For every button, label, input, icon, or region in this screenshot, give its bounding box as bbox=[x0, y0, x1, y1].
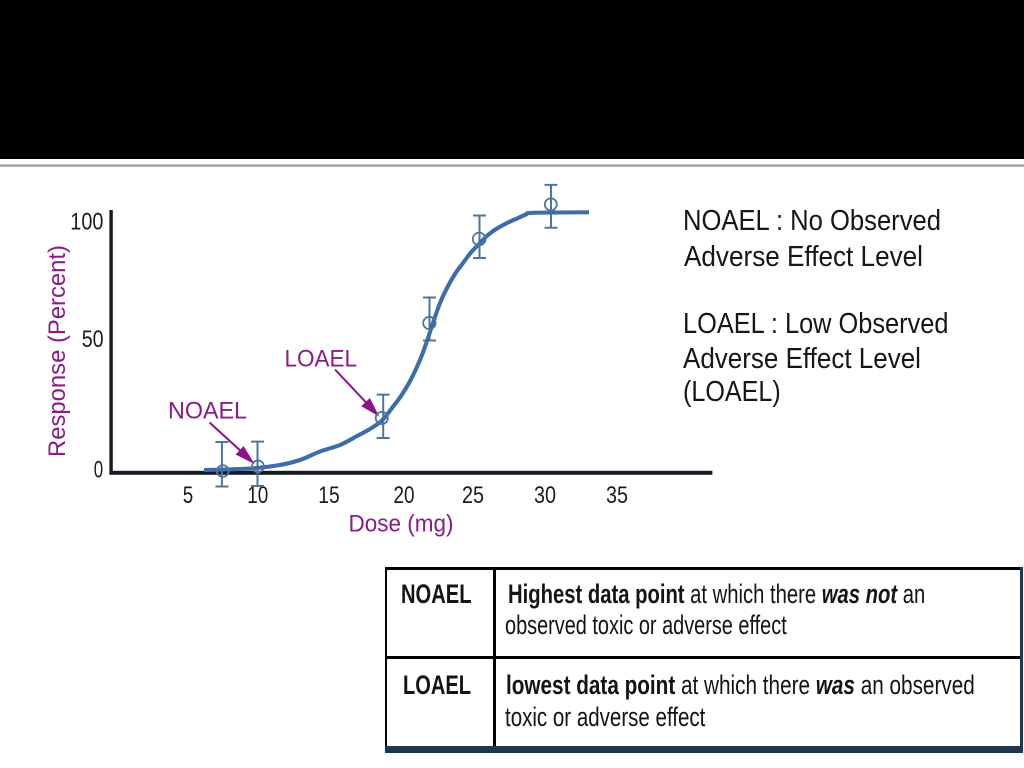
svg-text:Response (Percent): Response (Percent) bbox=[44, 245, 71, 457]
svg-text:15: 15 bbox=[318, 482, 340, 509]
svg-text:Dose (mg): Dose (mg) bbox=[349, 511, 454, 538]
svg-text:20: 20 bbox=[394, 482, 415, 509]
svg-text:30: 30 bbox=[534, 482, 556, 509]
svg-text:NOAEL: NOAEL bbox=[168, 398, 247, 425]
svg-text:50: 50 bbox=[82, 326, 104, 353]
svg-text:5: 5 bbox=[183, 482, 194, 509]
svg-text:100: 100 bbox=[70, 208, 103, 235]
svg-text:10: 10 bbox=[247, 482, 268, 509]
svg-text:LOAEL: LOAEL bbox=[285, 346, 358, 373]
svg-text:0: 0 bbox=[94, 456, 103, 483]
svg-text:25: 25 bbox=[462, 482, 484, 509]
svg-text:35: 35 bbox=[606, 482, 628, 509]
